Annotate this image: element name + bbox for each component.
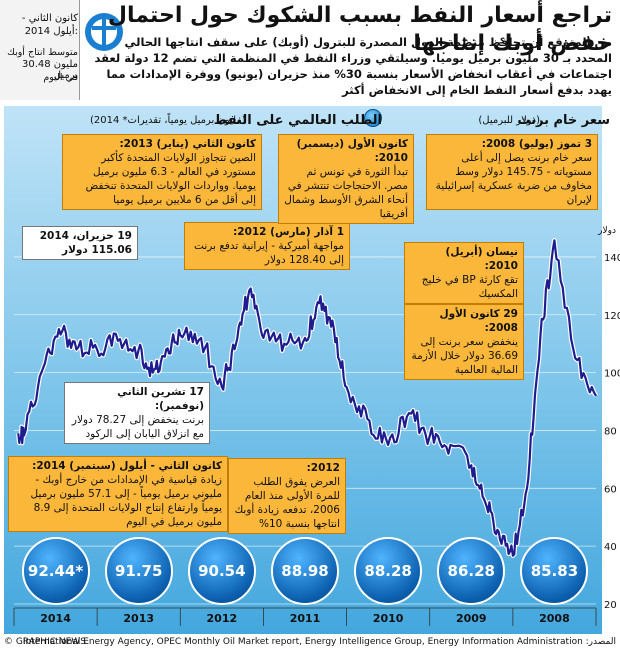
legend-brent: سعر خام برنت	[517, 113, 610, 128]
y-tick-label: 120	[604, 311, 620, 322]
annotation-2013-january: كانون الثاني (يناير) 2013: الصين تتجاوز …	[62, 134, 262, 210]
demand-circle-2012: 90.54	[187, 537, 256, 605]
opec-output-unit: في اليوم	[43, 72, 78, 83]
y-tick-label: 80	[604, 426, 617, 437]
annotation-2008-july: 3 تموز (يوليو) 2008: سعر خام برنت يصل إل…	[426, 134, 598, 210]
annotation-text: ينخفض سعر برنت إلى 36.69 دولار خلال الأز…	[411, 336, 519, 376]
x-tick-label: 2011	[290, 612, 321, 625]
x-tick-label: 2014	[40, 612, 71, 625]
y-axis-unit: دولار	[598, 226, 616, 236]
annotation-title: كانون الثاني (يناير) 2013:	[119, 138, 256, 150]
annotation-2014-jan-sep: كانون الثاني - أيلول (سبتمبر) 2014: زياد…	[8, 456, 228, 532]
y-tick-label: 140	[604, 253, 620, 264]
annotation-2012-march: 1 آذار (مارس) 2012: مواجهة أميركية - إير…	[184, 222, 350, 270]
annotation-title: 29 كانون الأول 2008:	[439, 308, 518, 334]
annotation-text: سعر خام برنت يصل إلى أعلى مستوياته - 145…	[435, 152, 592, 206]
annotation-2014-november: 17 تشرين الثاني (نوفمبر): برنت ينخفض إلى…	[64, 382, 210, 444]
annotation-text: 115.06 دولار	[62, 244, 132, 256]
y-tick-label: 20	[604, 600, 617, 611]
annotation-text: تقع كارثة BP في خليج المكسيك	[421, 274, 518, 300]
annotation-title: 17 تشرين الثاني (نوفمبر):	[117, 386, 204, 412]
annotation-title: كانون الأول (ديسمبر) 2010:	[296, 138, 408, 164]
x-tick-label: 2013	[123, 612, 154, 625]
annotation-title: 2012:	[306, 462, 340, 474]
source-footer: © GRAPHIC NEWS المصدر: International Ene…	[0, 634, 620, 650]
credit: © GRAPHIC NEWS	[4, 637, 86, 647]
legend-demand-dot-icon	[364, 109, 382, 127]
opec-output-panel: كانون الثاني - أيلول 2014: متوسط انتاج أ…	[0, 0, 80, 100]
y-tick-label: 40	[604, 542, 617, 553]
annotation-2012-supply: 2012: العرض يفوق الطلب للمرة الأولى منذ …	[228, 458, 346, 534]
annotation-2008-december: 29 كانون الأول 2008: ينخفض سعر برنت إلى …	[404, 304, 524, 380]
annotation-title: 3 تموز (يوليو) 2008:	[481, 138, 592, 150]
x-tick-label: 2010	[373, 612, 404, 625]
legend-demand: الطلب العالمي على النفط	[213, 113, 382, 128]
legend-brent-unit: (دولار للبرميل)	[478, 115, 540, 126]
y-tick-label: 100	[604, 369, 620, 380]
annotation-title: 1 آذار (مارس) 2012:	[233, 226, 344, 238]
opec-logo-icon	[85, 13, 123, 51]
annotation-text: الصين تتجاوز الولايات المتحدة كأكبر مستو…	[85, 152, 256, 206]
annotation-2014-june: 19 حزيران، 2014 115.06 دولار	[22, 226, 138, 260]
legend-demand-unit: (مليون برميل يومياً، تقديرات* 2014)	[90, 115, 246, 126]
annotation-2010-december: كانون الأول (ديسمبر) 2010: تبدأ الثورة ف…	[278, 134, 414, 224]
annotation-title: نيسان (أبريل) 2010:	[445, 246, 518, 272]
page-title: تراجع أسعار النفط بسبب الشكوك حول احتمال…	[107, 3, 612, 56]
opec-output-label: متوسط انتاج أوبك	[7, 47, 78, 58]
opec-output-value: 30.48 مليون برميل	[21, 59, 78, 81]
demand-circle-2011: 88.98	[271, 537, 339, 605]
demand-circle-2008: 85.83	[520, 537, 589, 605]
x-tick-label: 2012	[207, 612, 238, 625]
x-tick-label: 2009	[456, 612, 487, 625]
demand-circle-2009: 86.28	[437, 537, 506, 605]
opec-output-period: كانون الثاني - أيلول 2014:	[21, 13, 78, 37]
annotation-2010-april: نيسان (أبريل) 2010: تقع كارثة BP في خليج…	[404, 242, 524, 304]
x-tick-label: 2008	[539, 612, 570, 625]
demand-circle-2014: 92.44*	[21, 537, 90, 605]
annotation-title: كانون الثاني - أيلول (سبتمبر) 2014:	[32, 460, 222, 472]
demand-circle-2013: 91.75	[104, 537, 173, 605]
annotation-text: تبدأ الثورة في تونس ثم مصر. الاحتجاجات ت…	[284, 166, 408, 220]
demand-circle-2010: 88.28	[354, 537, 423, 605]
annotation-text: زيادة قياسية في الإمدادات من خارج أوبك -…	[30, 474, 222, 528]
y-tick-label: 60	[604, 484, 617, 495]
annotation-text: مواجهة أميركية - إيرانية تدفع برنت إلى 1…	[194, 240, 344, 266]
annotation-text: العرض يفوق الطلب للمرة الأولى منذ العام …	[234, 476, 340, 530]
annotation-title: 19 حزيران، 2014	[39, 230, 132, 242]
source-list: المصدر: International Energy Agency, OPE…	[22, 637, 616, 647]
intro-text: من المتوقع أن تحافظ منظمة الدول المصدرة …	[94, 35, 612, 97]
annotation-text: برنت ينخفض إلى 78.27 دولار مع انزلاق الي…	[71, 414, 204, 440]
